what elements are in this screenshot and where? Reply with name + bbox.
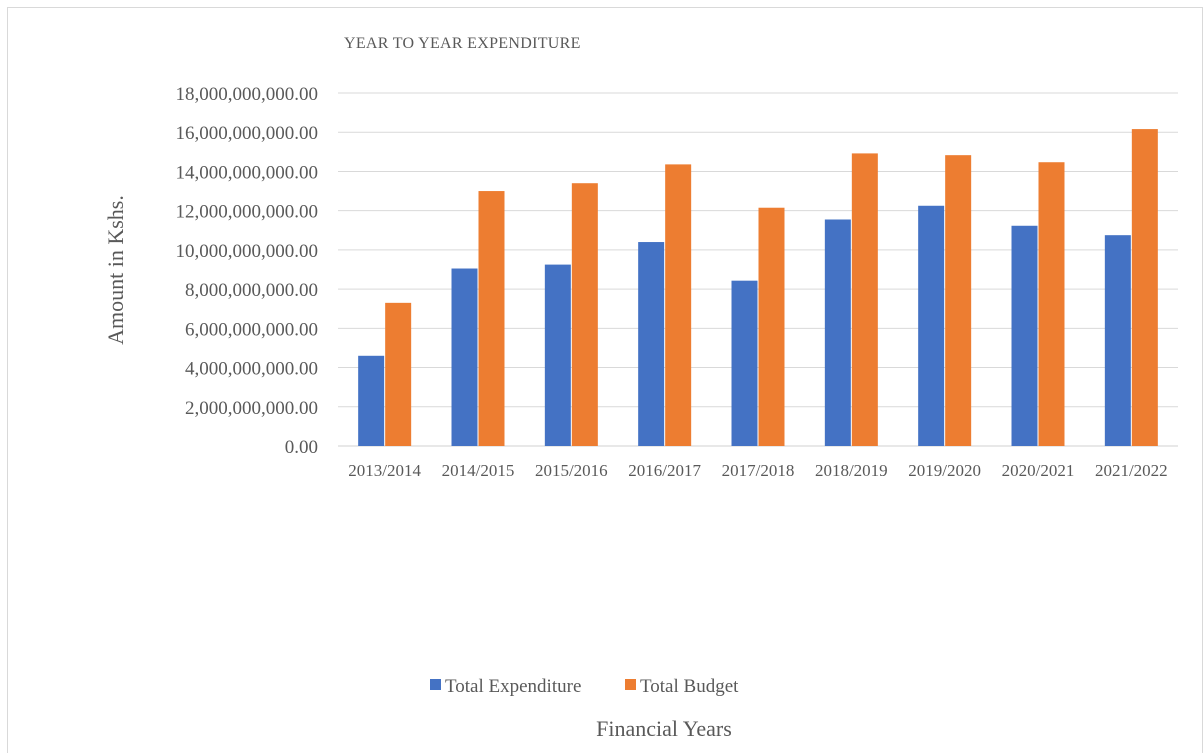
x-tick-label: 2020/2021 [1002, 461, 1075, 480]
y-tick-label: 12,000,000,000.00 [176, 202, 319, 223]
bar-total-expenditure [638, 242, 665, 446]
x-tick-label: 2014/2015 [442, 461, 515, 480]
x-tick-label: 2021/2022 [1095, 461, 1168, 480]
x-axis-tick-labels: 2013/2014 2014/2015 2015/2016 2016/2017 2017… [348, 461, 1167, 480]
bar-total-budget [665, 164, 692, 446]
bar-total-expenditure [1011, 225, 1038, 446]
x-tick-label: 2017/2018 [722, 461, 795, 480]
y-tick-label: 18,000,000,000.00 [176, 84, 319, 105]
y-tick-label: 16,000,000,000.00 [176, 123, 319, 144]
y-axis-tick-labels: 0.00 2,000,000,000.00 4,000,000,000.00 6,00… [176, 84, 319, 458]
bar-total-expenditure [1104, 235, 1131, 446]
y-tick-label: 4,000,000,000.00 [185, 359, 318, 380]
bar-total-budget [571, 183, 598, 446]
bar-total-budget [385, 302, 412, 446]
x-tick-label: 2016/2017 [628, 461, 701, 480]
bar-total-budget [478, 191, 505, 446]
grid-lines [338, 92, 1178, 447]
y-tick-label: 14,000,000,000.00 [176, 162, 319, 183]
legend-swatch [625, 679, 636, 690]
y-tick-label: 8,000,000,000.00 [185, 280, 318, 301]
y-tick-label: 6,000,000,000.00 [185, 319, 318, 340]
x-tick-label: 2019/2020 [908, 461, 981, 480]
bar-total-budget [1131, 129, 1158, 446]
legend-swatch [430, 679, 441, 690]
bar-total-budget [945, 155, 972, 446]
y-axis-title: Amount in Kshs. [103, 195, 128, 345]
y-tick-label: 2,000,000,000.00 [185, 398, 318, 419]
bars [358, 129, 1158, 446]
legend-label: Total Budget [640, 676, 739, 697]
legend: Total Expenditure Total Budget [430, 676, 739, 697]
x-axis-title: Financial Years [596, 716, 732, 741]
bar-total-expenditure [824, 219, 851, 446]
legend-label: Total Expenditure [445, 676, 581, 697]
bar-total-expenditure [918, 205, 945, 446]
bar-total-budget [758, 207, 785, 446]
chart-frame [7, 7, 1203, 753]
chart-title: YEAR TO YEAR EXPENDITURE [344, 35, 581, 52]
x-tick-label: 2018/2019 [815, 461, 888, 480]
bar-total-expenditure [358, 355, 385, 446]
y-tick-label: 0.00 [285, 437, 318, 458]
bar-total-expenditure [451, 268, 478, 446]
y-tick-label: 10,000,000,000.00 [176, 241, 319, 262]
bar-total-expenditure [731, 280, 758, 446]
x-tick-label: 2013/2014 [348, 461, 421, 480]
bar-total-expenditure [544, 264, 571, 446]
x-tick-label: 2015/2016 [535, 461, 608, 480]
bar-total-budget [1038, 162, 1065, 446]
bar-total-budget [851, 153, 878, 446]
